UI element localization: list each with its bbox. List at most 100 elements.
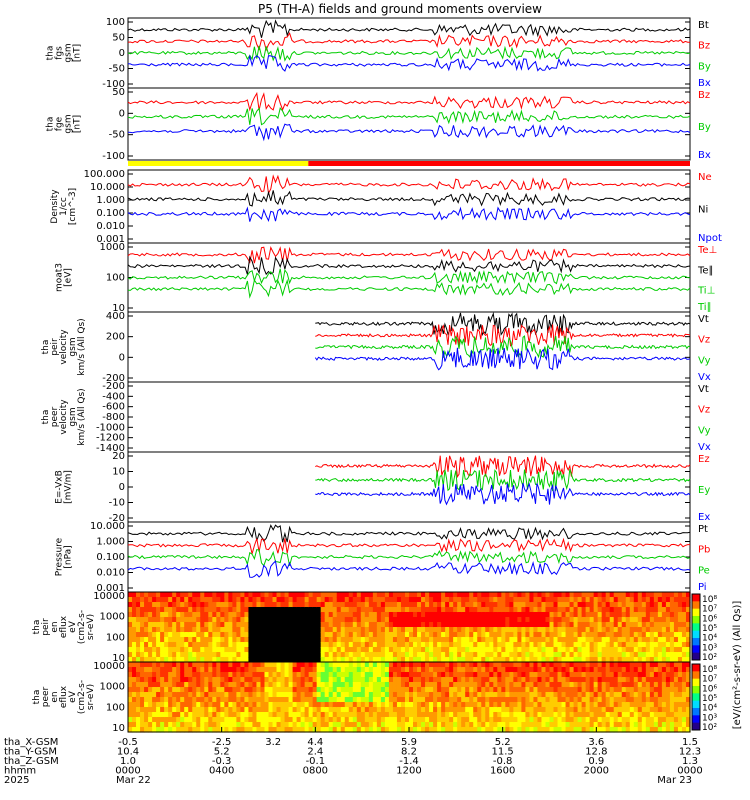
heatmap-cell [473, 722, 478, 728]
heatmap-cell [188, 652, 193, 658]
heatmap-cell [392, 722, 398, 728]
heatmap-cell [316, 592, 322, 598]
heatmap-cell [677, 637, 683, 643]
heatmap-cell [521, 642, 527, 648]
heatmap-cell [348, 602, 354, 608]
heatmap-cell [549, 667, 555, 673]
heatmap-cell [681, 637, 687, 643]
heatmap-cell [188, 722, 193, 728]
heatmap-cell [645, 702, 651, 708]
heatmap-cell [280, 692, 286, 698]
heatmap-cell [152, 727, 157, 733]
heatmap-cell [629, 717, 635, 723]
heatmap-cell [320, 682, 326, 688]
heatmap-cell [224, 637, 229, 643]
heatmap-cell [469, 692, 474, 698]
heatmap-cell [513, 662, 518, 668]
heatmap-cell [637, 717, 643, 723]
heatmap-cell [469, 667, 474, 673]
heatmap-cell [473, 647, 478, 653]
heatmap-cell [465, 722, 470, 728]
heatmap-cell [537, 667, 543, 673]
heatmap-cell [276, 597, 282, 603]
heatmap-cell [485, 612, 490, 618]
heatmap-cell [260, 617, 266, 623]
heatmap-cell [248, 677, 254, 683]
heatmap-cell [196, 672, 201, 678]
heatmap-cell [236, 717, 241, 723]
heatmap-cell [264, 607, 270, 613]
heatmap-cell [593, 637, 599, 643]
heatmap-cell [505, 622, 510, 628]
heatmap-cell [212, 607, 217, 613]
heatmap-cell [501, 687, 506, 693]
heatmap-cell [533, 697, 539, 703]
heatmap-cell [437, 622, 442, 628]
heatmap-cell [481, 697, 486, 703]
heatmap-cell [148, 612, 153, 618]
heatmap-cell [252, 667, 258, 673]
heatmap-cell [188, 697, 193, 703]
heatmap-cell [404, 622, 410, 628]
heatmap-cell [308, 602, 314, 608]
heatmap-cell [284, 697, 290, 703]
heatmap-cell [208, 632, 213, 638]
heatmap-cell [308, 722, 314, 728]
heatmap-cell [661, 697, 667, 703]
heatmap-cell [176, 592, 181, 598]
heatmap-cell [665, 662, 671, 668]
heatmap-cell [268, 617, 274, 623]
heatmap-cell [184, 687, 189, 693]
heatmap-cell [553, 717, 559, 723]
heatmap-cell [505, 637, 510, 643]
heatmap-cell [585, 662, 591, 668]
heatmap-cell [553, 632, 559, 638]
heatmap-cell [481, 667, 486, 673]
heatmap-cell [320, 632, 326, 638]
heatmap-cell [625, 607, 631, 613]
heatmap-cell [300, 647, 306, 653]
heatmap-cell [445, 697, 450, 703]
heatmap-cell [485, 637, 490, 643]
heatmap-cell [517, 722, 522, 728]
heatmap-cell [521, 652, 527, 658]
heatmap-cell [176, 667, 181, 673]
heatmap-cell [557, 687, 563, 693]
heatmap-cell [304, 642, 310, 648]
heatmap-cell [304, 637, 310, 643]
heatmap-cell [613, 677, 619, 683]
heatmap-cell [529, 672, 535, 678]
colorbar-cell [692, 616, 700, 624]
heatmap-cell [220, 727, 225, 733]
heatmap-cell [653, 632, 659, 638]
heatmap-cell [573, 692, 579, 698]
heatmap-cell [549, 702, 555, 708]
heatmap-cell [553, 727, 559, 733]
heatmap-cell [601, 592, 607, 598]
heatmap-cell [609, 662, 615, 668]
heatmap-cell [352, 632, 358, 638]
heatmap-cell [429, 657, 434, 663]
heatmap-cell [413, 662, 418, 668]
heatmap-cell [457, 617, 462, 623]
legend-Ni: Ni [698, 205, 708, 216]
heatmap-cell [485, 697, 490, 703]
heatmap-cell [461, 707, 466, 713]
heatmap-cell [629, 687, 635, 693]
heatmap-cell [665, 707, 671, 713]
heatmap-cell [216, 597, 221, 603]
heatmap-cell [413, 612, 418, 618]
series-Vx [314, 347, 691, 371]
heatmap-cell [593, 662, 599, 668]
heatmap-cell [276, 642, 282, 648]
heatmap-cell [485, 607, 490, 613]
heatmap-cell [360, 672, 366, 678]
heatmap-cell [300, 642, 306, 648]
heatmap-cell [465, 617, 470, 623]
heatmap-cell [216, 722, 221, 728]
heatmap-cell [384, 647, 390, 653]
heatmap-cell [276, 632, 282, 638]
heatmap-cell [409, 607, 414, 613]
heatmap-cell [188, 622, 193, 628]
heatmap-cell [569, 712, 575, 718]
